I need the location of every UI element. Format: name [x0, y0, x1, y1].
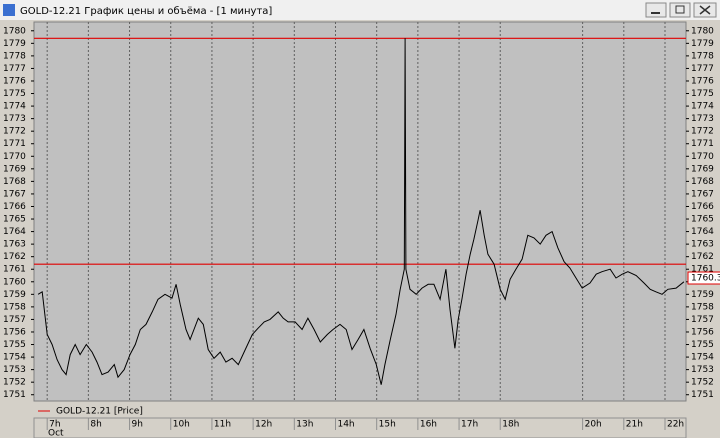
minimize-button[interactable]: [645, 2, 667, 18]
y-tick-label-left: 1779: [3, 39, 26, 49]
y-tick-label-right: 1778: [691, 51, 714, 61]
y-tick-label-left: 1764: [3, 227, 26, 237]
y-tick-label-left: 1769: [3, 164, 26, 174]
price-line: [37, 38, 685, 385]
y-tick-label-right: 1775: [691, 89, 714, 99]
app-icon: [3, 4, 15, 16]
x-tick-label: 21h: [626, 420, 643, 430]
y-tick-label-left: 1758: [3, 302, 26, 312]
y-tick-label-left: 1761: [3, 265, 26, 275]
y-tick-label-left: 1757: [3, 315, 26, 325]
x-tick-label: 7h: [49, 420, 60, 430]
time-axis: [33, 417, 687, 438]
y-tick-label-right: 1777: [691, 64, 714, 74]
y-tick-label-left: 1767: [3, 189, 26, 199]
y-tick-label-right: 1780: [691, 26, 714, 36]
x-tick-label: 9h: [132, 420, 143, 430]
y-tick-label-right: 1776: [691, 76, 714, 86]
y-tick-label-right: 1763: [691, 240, 714, 250]
y-tick-label-right: 1766: [691, 202, 714, 212]
maximize-button[interactable]: [669, 2, 691, 18]
y-tick-label-left: 1772: [3, 127, 26, 137]
x-tick-label: 12h: [255, 420, 272, 430]
window-title: GOLD-12.21 График цены и объёма - [1 мин…: [20, 6, 272, 17]
y-tick-label-right: 1754: [691, 353, 714, 363]
last-price-box: [687, 271, 720, 285]
y-tick-label-right: 1765: [691, 215, 714, 225]
x-tick-label: 11h: [214, 420, 231, 430]
x-tick-label: 14h: [337, 420, 354, 430]
y-tick-label-right: 1755: [691, 340, 714, 350]
y-tick-label-right: 1751: [691, 390, 714, 400]
y-tick-label-left: 1763: [3, 240, 26, 250]
legend-strip: [0, 403, 720, 418]
y-tick-label-right: 1753: [691, 365, 714, 375]
y-tick-label-right: 1769: [691, 164, 714, 174]
y-tick-label-left: 1765: [3, 215, 26, 225]
x-tick-label: 13h: [296, 420, 313, 430]
y-tick-label-right: 1779: [691, 39, 714, 49]
y-tick-label-left: 1778: [3, 51, 26, 61]
y-tick-label-left: 1756: [3, 327, 26, 337]
legend-label: GOLD-12.21 [Price]: [56, 407, 143, 417]
y-tick-label-left: 1777: [3, 64, 26, 74]
y-tick-label-left: 1773: [3, 114, 26, 124]
y-tick-label-right: 1762: [691, 252, 714, 262]
y-tick-label-right: 1758: [691, 302, 714, 312]
y-tick-label-right: 1764: [691, 227, 714, 237]
y-tick-label-left: 1762: [3, 252, 26, 262]
y-tick-label-right: 1761: [691, 265, 714, 275]
y-tick-label-left: 1752: [3, 378, 26, 388]
x-tick-label: 18h: [502, 420, 519, 430]
y-tick-label-left: 1760: [3, 277, 26, 287]
plot-area: [33, 21, 687, 402]
y-tick-label-left: 1759: [3, 290, 26, 300]
y-tick-label-right: 1771: [691, 139, 714, 149]
month-label: Oct: [48, 429, 64, 438]
y-tick-label-right: 1768: [691, 177, 714, 187]
y-tick-label-right: 1757: [691, 315, 714, 325]
y-tick-label-left: 1768: [3, 177, 26, 187]
x-tick-label: 10h: [173, 420, 190, 430]
maximize-glyph: [675, 5, 685, 14]
x-tick-label: 16h: [420, 420, 437, 430]
y-tick-label-left: 1751: [3, 390, 26, 400]
y-tick-label-left: 1775: [3, 89, 26, 99]
y-tick-label-left: 1770: [3, 152, 26, 162]
y-tick-label-right: 1759: [691, 290, 714, 300]
x-tick-label: 22h: [667, 420, 684, 430]
y-tick-label-left: 1776: [3, 76, 26, 86]
x-tick-label: 17h: [461, 420, 478, 430]
x-tick-label: 15h: [379, 420, 396, 430]
y-tick-label-right: 1752: [691, 378, 714, 388]
y-tick-label-left: 1755: [3, 340, 26, 350]
y-tick-label-left: 1754: [3, 353, 26, 363]
x-tick-label: 20h: [585, 420, 602, 430]
y-tick-label-left: 1780: [3, 26, 26, 36]
y-tick-label-right: 1773: [691, 114, 714, 124]
y-tick-label-right: 1774: [691, 102, 714, 112]
y-tick-label-left: 1774: [3, 102, 26, 112]
y-tick-label-left: 1753: [3, 365, 26, 375]
y-tick-label-right: 1770: [691, 152, 714, 162]
x-tick-label: 8h: [90, 420, 101, 430]
y-tick-label-right: 1756: [691, 327, 714, 337]
last-price-label: 1760.3: [691, 274, 720, 284]
y-tick-label-left: 1771: [3, 139, 26, 149]
title-bar: [0, 0, 720, 20]
y-tick-label-right: 1767: [691, 189, 714, 199]
close-glyph: [699, 5, 711, 15]
y-tick-label-left: 1766: [3, 202, 26, 212]
y-tick-label-right: 1772: [691, 127, 714, 137]
